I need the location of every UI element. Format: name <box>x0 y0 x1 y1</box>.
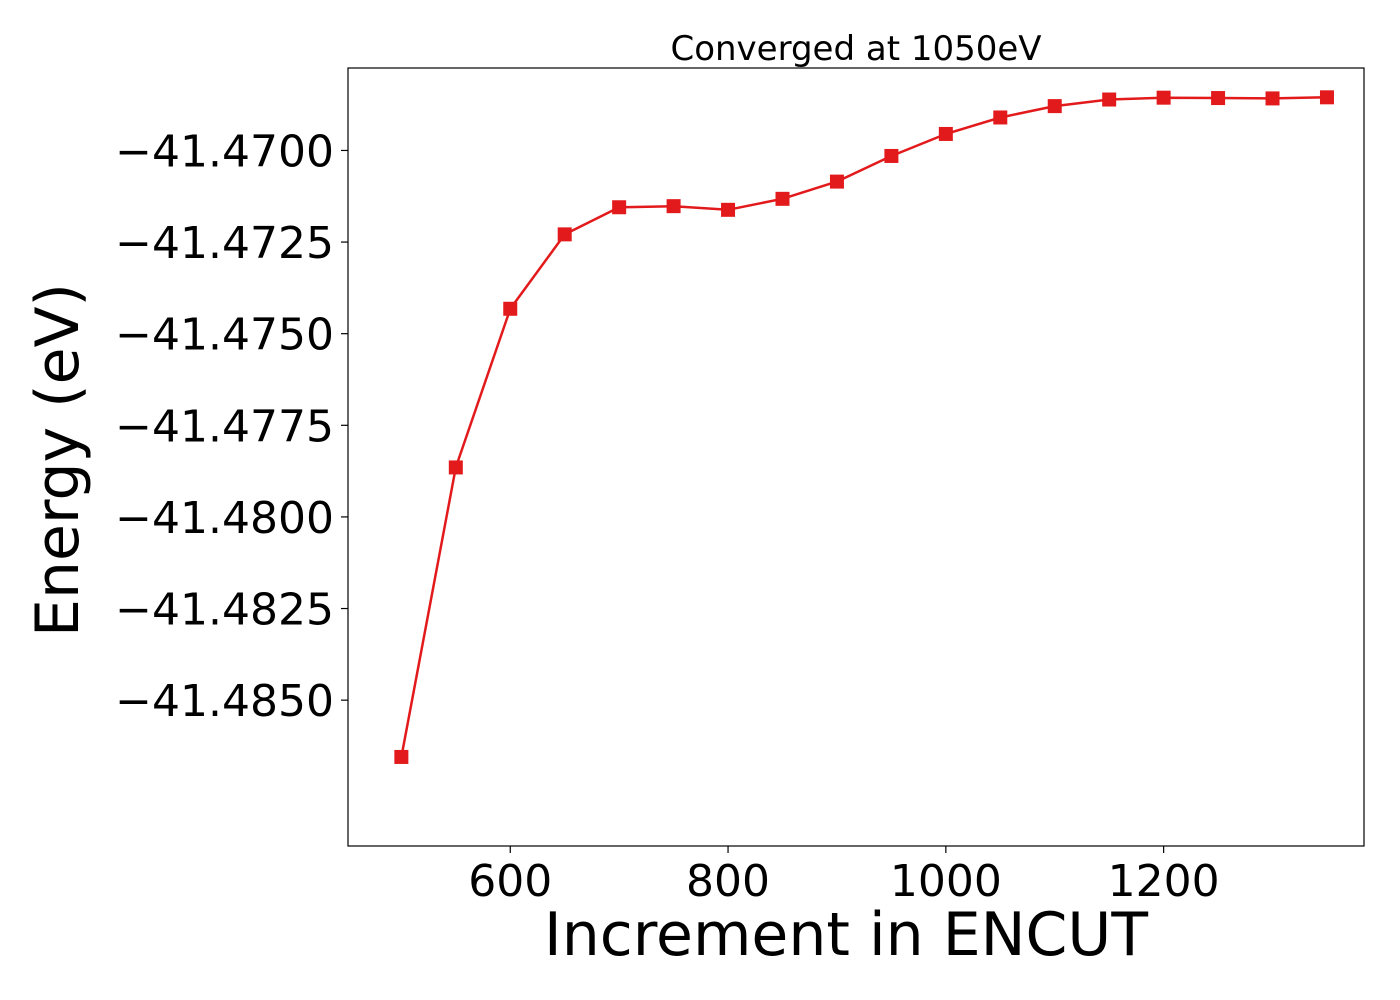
data-point-marker <box>1265 91 1280 106</box>
y-tick-label: −41.4700 <box>115 126 334 177</box>
data-point-marker <box>993 110 1008 125</box>
y-tick-label: −41.4775 <box>115 401 334 452</box>
y-axis-title: Energy (eV) <box>23 283 93 637</box>
data-point-marker <box>612 200 627 215</box>
x-tick-label: 800 <box>686 856 770 907</box>
x-tick-label: 600 <box>468 856 552 907</box>
data-point-marker <box>884 148 899 163</box>
data-point-marker <box>1156 90 1171 105</box>
x-tick-label: 1200 <box>1108 856 1220 907</box>
chart-title: Converged at 1050eV <box>670 29 1041 69</box>
y-tick-label: −41.4850 <box>115 676 334 727</box>
data-point-marker <box>503 301 518 316</box>
data-point-marker <box>1211 91 1226 106</box>
series-line <box>400 96 1328 758</box>
data-point-marker <box>775 191 790 206</box>
plot-area: 600 800 1000 1200 −41.4700 −41.4725 −41.4750 −4… <box>115 67 1365 907</box>
data-point-marker <box>721 202 736 217</box>
data-point-marker <box>666 199 681 214</box>
data-point-marker <box>1047 99 1062 114</box>
x-tick-label: 1000 <box>890 856 1002 907</box>
y-tick-label: −41.4800 <box>115 493 334 544</box>
data-point-marker <box>1102 92 1117 107</box>
y-tick-label: −41.4825 <box>115 585 334 636</box>
y-tick-label: −41.4750 <box>115 310 334 361</box>
data-point-marker <box>557 227 572 242</box>
data-point-marker <box>448 460 463 475</box>
plot-frame <box>347 67 1365 847</box>
data-point-marker <box>829 174 844 189</box>
data-point-marker <box>938 126 953 141</box>
y-tick-label: −41.4725 <box>115 218 334 269</box>
data-point-marker <box>1319 90 1334 105</box>
data-point-marker <box>394 749 409 764</box>
x-axis-title: Increment in ENCUT <box>544 900 1148 970</box>
